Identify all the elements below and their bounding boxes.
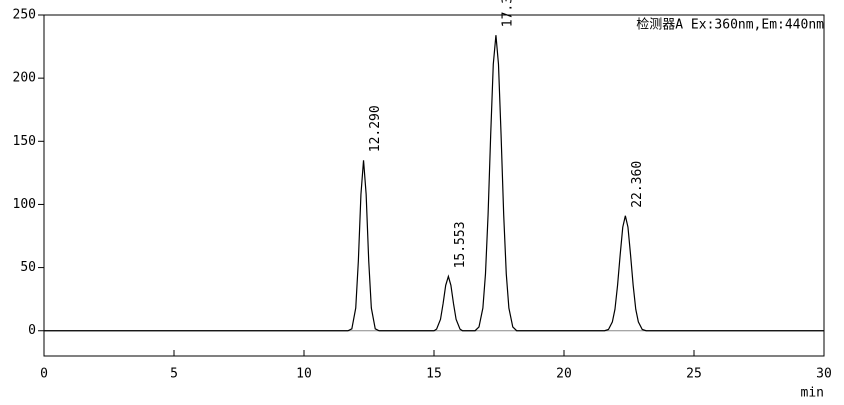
y-tick-label: 100 [13, 197, 36, 212]
x-tick-label: 0 [40, 367, 48, 382]
plot-frame [43, 14, 825, 357]
x-tick-label: 15 [426, 367, 442, 382]
peak-label: 15.553 [453, 221, 468, 268]
x-tick-label: 30 [816, 367, 832, 382]
x-tick-label: 20 [556, 367, 572, 382]
y-tick-label: 50 [20, 260, 36, 275]
peak-label: 22.360 [630, 161, 645, 208]
detector-label: 检测器A Ex:360nm,Em:440nm [636, 18, 824, 33]
x-tick-label: 5 [170, 367, 178, 382]
y-tick-label: 200 [13, 71, 36, 86]
trace [44, 35, 824, 332]
x-axis-label: min [801, 386, 824, 401]
y-tick-label: 0 [28, 323, 36, 338]
peak-label: 17.382 [500, 0, 515, 27]
y-tick-label: 250 [13, 8, 36, 23]
y-tick-label: 150 [13, 134, 36, 149]
peak-label: 12.290 [368, 105, 383, 152]
x-tick-label: 25 [686, 367, 702, 382]
x-tick-label: 10 [296, 367, 312, 382]
